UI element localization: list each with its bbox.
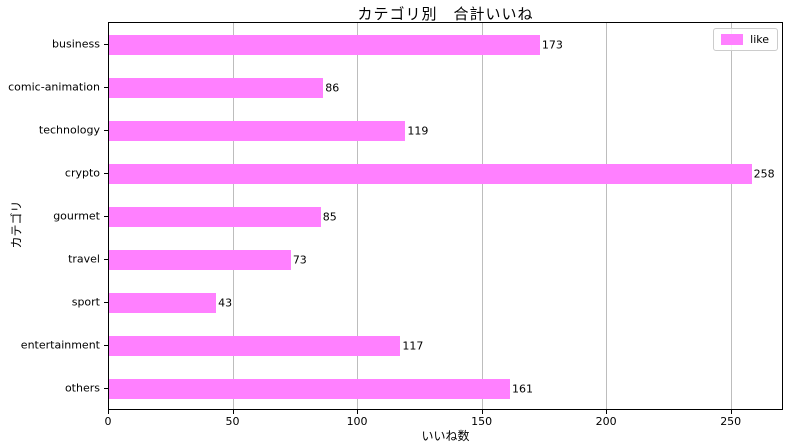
gridline-x-150	[481, 23, 483, 409]
bar-gourmet	[109, 206, 321, 227]
gridline-x-250	[730, 23, 732, 409]
value-label-crypto: 258	[753, 167, 775, 181]
xtick-mark-50	[232, 410, 234, 414]
bar-business	[109, 34, 540, 55]
xtick-mark-0	[108, 410, 109, 414]
bar-row-technology: 119	[109, 109, 782, 152]
value-label-comic-animation: 86	[325, 81, 340, 95]
value-label-sport: 43	[218, 296, 233, 310]
ytick-label-entertainment: entertainment	[20, 338, 100, 352]
legend-swatch-like	[721, 34, 744, 45]
ytick-mark-entertainment	[104, 345, 108, 347]
xtick-label-150: 150	[471, 415, 493, 428]
xtick-mark-200	[606, 410, 608, 414]
ytick-mark-technology	[104, 129, 108, 131]
ytick-label-technology: technology	[38, 123, 100, 137]
bar-row-travel: 73	[109, 239, 782, 282]
xtick-label-0: 0	[104, 415, 112, 428]
plot-area: 173 86 119 258 85 73 43 117 161 like	[108, 22, 783, 410]
bar-others	[109, 379, 510, 400]
x-axis-label: いいね数	[421, 429, 470, 443]
ytick-label-comic-animation: comic-animation	[8, 80, 100, 94]
xtick-mark-100	[357, 410, 359, 414]
gridline-x-100	[357, 23, 359, 409]
ytick-label-crypto: crypto	[64, 166, 100, 180]
ytick-label-travel: travel	[68, 252, 100, 266]
bar-row-others: 161	[109, 368, 782, 411]
bar-row-crypto: 258	[109, 152, 782, 195]
bar-entertainment	[109, 336, 401, 357]
value-label-entertainment: 117	[402, 339, 424, 353]
ytick-mark-sport	[104, 302, 108, 304]
legend-label-like: like	[750, 33, 769, 46]
ytick-mark-business	[104, 43, 108, 45]
bar-row-comic-animation: 86	[109, 66, 782, 109]
ytick-label-sport: sport	[71, 295, 100, 309]
xtick-label-100: 100	[346, 415, 368, 428]
value-label-others: 161	[512, 382, 533, 396]
ytick-mark-comic-animation	[104, 86, 108, 88]
bar-crypto	[109, 163, 752, 184]
ytick-label-gourmet: gourmet	[53, 209, 100, 223]
ytick-mark-travel	[104, 259, 108, 261]
bar-row-gourmet: 85	[109, 195, 782, 238]
xtick-mark-150	[481, 410, 483, 414]
bar-technology	[109, 120, 406, 141]
chart-title: カテゴリ別 合計いいね	[357, 5, 534, 23]
ytick-label-business: business	[52, 37, 100, 51]
xtick-label-250: 250	[720, 415, 742, 428]
gridline-x-200	[606, 23, 608, 409]
value-label-business: 173	[541, 38, 563, 52]
ytick-mark-others	[104, 388, 108, 390]
xtick-label-50: 50	[225, 415, 240, 428]
xtick-mark-250	[730, 410, 732, 414]
bar-comic-animation	[109, 77, 324, 98]
ytick-mark-crypto	[104, 172, 108, 174]
bar-row-sport: 43	[109, 282, 782, 325]
value-label-travel: 73	[292, 253, 307, 267]
bar-row-entertainment: 117	[109, 325, 782, 368]
bar-travel	[109, 250, 291, 271]
value-label-technology: 119	[407, 124, 429, 138]
value-label-gourmet: 85	[322, 210, 337, 224]
bar-row-business: 173	[109, 23, 782, 66]
ytick-mark-gourmet	[104, 216, 108, 217]
xtick-label-200: 200	[595, 415, 617, 428]
legend: like	[713, 28, 778, 51]
ytick-label-others: others	[64, 381, 100, 395]
bar-sport	[109, 293, 217, 314]
